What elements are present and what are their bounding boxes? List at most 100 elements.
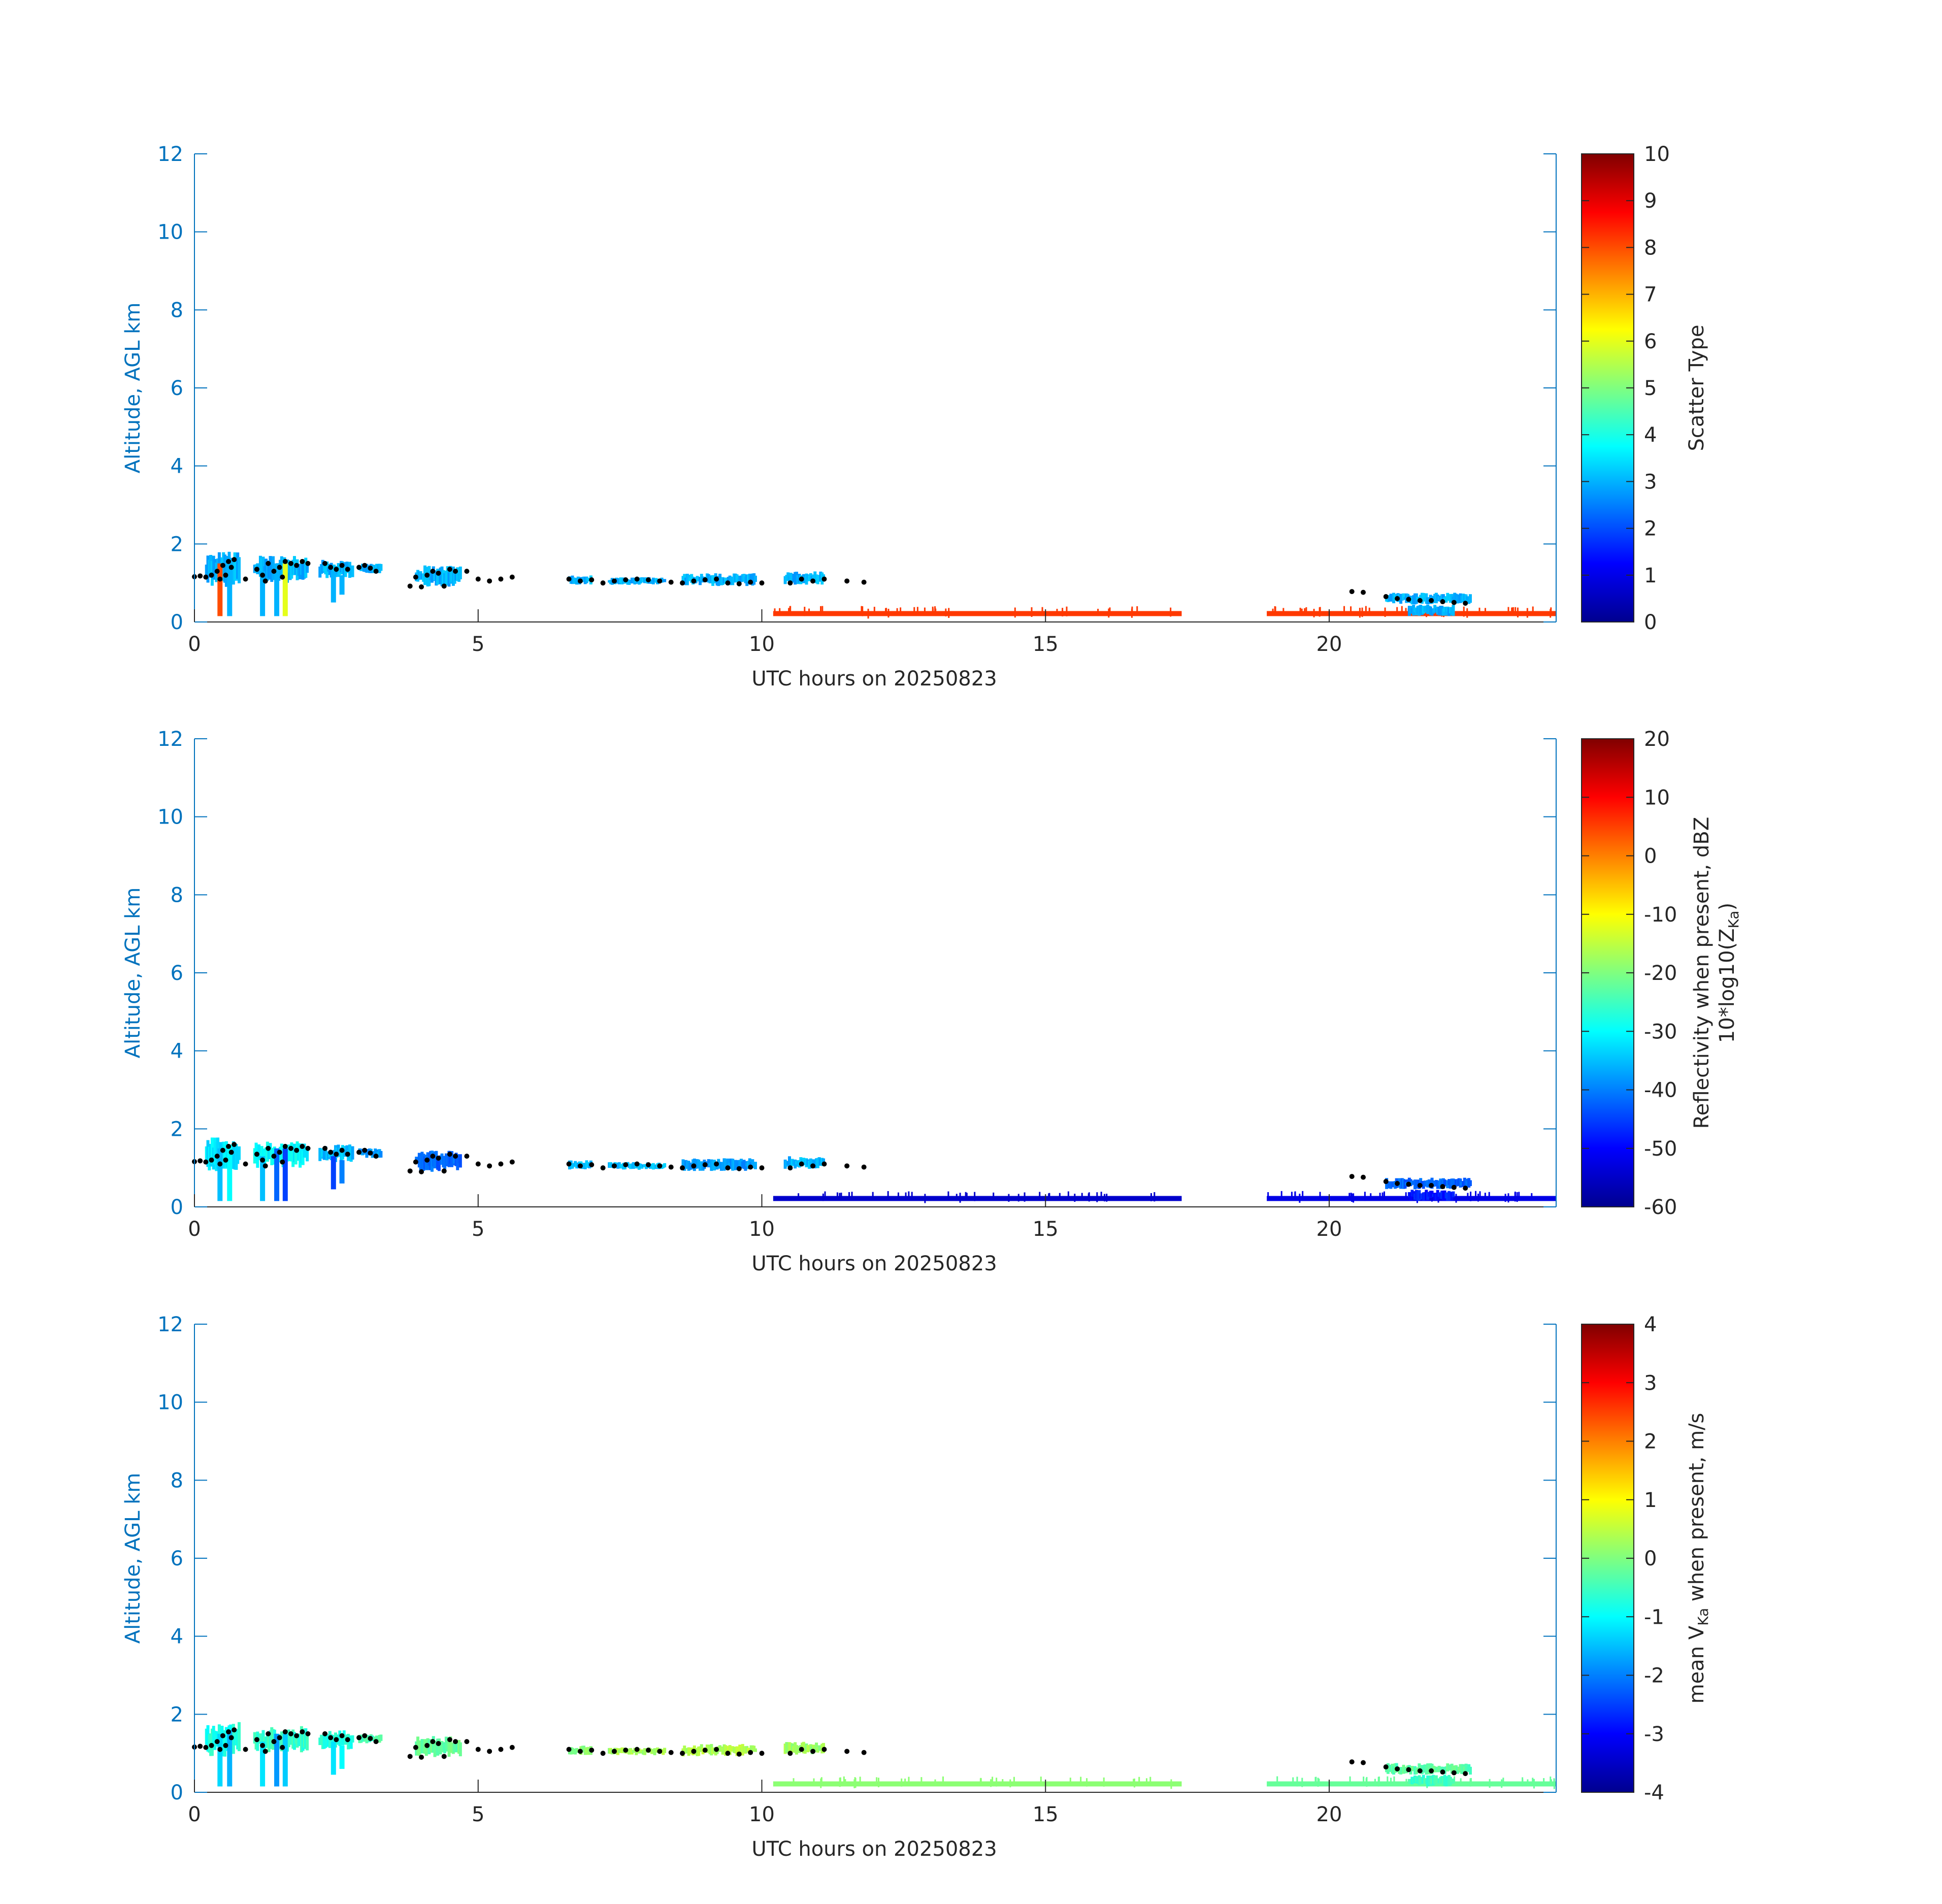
surface-echo-speck — [965, 1192, 967, 1199]
cloud-base-marker — [260, 1157, 266, 1163]
cloud-base-marker — [339, 1733, 345, 1738]
surface-echo-speck — [904, 1778, 906, 1786]
y-tick-label: 2 — [171, 1703, 183, 1726]
cloud-base-marker — [844, 578, 850, 584]
cloud-base-marker — [1406, 597, 1411, 602]
cloud-base-marker — [680, 580, 685, 586]
colorbar-tick-label: 3 — [1644, 470, 1657, 494]
cloud-echo — [1452, 605, 1455, 616]
surface-echo-speck — [822, 1193, 824, 1201]
colorbar-label-rest: when present, m/s — [1685, 1413, 1708, 1608]
surface-echo-speck — [908, 1191, 910, 1199]
cloud-base-marker — [657, 1163, 663, 1169]
y-tick-label: 6 — [171, 962, 183, 985]
cloud-base-marker — [611, 1163, 617, 1169]
x-tick-label: 20 — [1316, 1218, 1342, 1241]
cloud-echo — [306, 562, 309, 573]
cloud-base-marker — [362, 1147, 368, 1153]
cloud-base-marker — [217, 1161, 223, 1167]
cloud-base-marker — [198, 1158, 203, 1164]
colorbar-label-formula-text: 10*log10(Z — [1716, 928, 1739, 1043]
surface-echo-speck — [789, 606, 791, 613]
surface-echo-speck — [1272, 608, 1274, 615]
precip-column — [282, 1733, 288, 1787]
cloud-base-marker — [220, 563, 225, 568]
cloud-base-marker — [464, 569, 470, 574]
colorbar-tick-label: 1 — [1644, 564, 1657, 587]
surface-echo-speck — [1170, 607, 1172, 617]
surface-echo-speck — [924, 607, 926, 616]
surface-echo-speck — [1059, 1193, 1061, 1199]
cloud-base-marker — [214, 569, 220, 574]
cloud-base-marker — [262, 578, 268, 584]
cloud-base-marker — [356, 565, 362, 570]
cloud-echo — [1443, 1766, 1446, 1775]
plot-area — [192, 1722, 1556, 1789]
cloud-base-marker — [223, 1743, 228, 1748]
y-tick-label: 12 — [157, 143, 183, 166]
cloud-base-marker — [280, 1745, 285, 1750]
colorbar: -60 -50 -40 -30 -20 -10 0 10 20 — [1581, 728, 1677, 1219]
surface-echo-speck — [1478, 607, 1480, 615]
cloud-base-marker — [436, 1741, 441, 1746]
x-tick-label: 5 — [472, 1803, 484, 1826]
surface-echo-speck — [1009, 1779, 1011, 1788]
cloud-echo — [663, 1748, 667, 1753]
cloud-base-marker — [1451, 1770, 1457, 1776]
axes: 0 2 4 6 8 10 12 0 5 10 15 20 — [157, 728, 1557, 1241]
cloud-base-marker — [475, 576, 481, 582]
surface-echo-speck — [1512, 607, 1514, 615]
cloud-base-marker — [702, 1748, 708, 1753]
cloud-echo — [287, 560, 290, 573]
surface-echo-speck — [1313, 609, 1315, 617]
x-tick-label: 15 — [1033, 1803, 1059, 1826]
cloud-base-marker — [691, 578, 697, 584]
cloud-base-marker — [419, 1754, 424, 1760]
cloud-base-marker — [668, 579, 674, 585]
cloud-echo — [351, 1735, 354, 1743]
colorbar-label-line: Reflectivity when present, dBZ — [1690, 817, 1714, 1129]
cloud-base-marker — [821, 1161, 827, 1167]
surface-echo-speck — [1109, 607, 1111, 615]
surface-echo-speck — [1489, 1779, 1491, 1788]
surface-echo-speck — [798, 1193, 800, 1199]
precip-column — [274, 563, 280, 616]
cloud-base-marker — [328, 1735, 334, 1741]
y-tick-label: 0 — [171, 1781, 183, 1804]
y-tick-label: 8 — [171, 1469, 183, 1492]
cloud-base-marker — [288, 561, 293, 566]
surface-echo-speck — [1364, 1192, 1366, 1201]
cloud-base-marker — [203, 574, 209, 580]
cloud-base-marker — [322, 561, 328, 566]
cloud-base-marker — [243, 576, 248, 582]
cloud-echo — [1468, 1180, 1472, 1187]
cloud-echo — [349, 1737, 353, 1749]
cloud-base-marker — [228, 1735, 234, 1741]
cloud-base-marker — [1383, 1764, 1389, 1770]
surface-echo-speck — [1350, 606, 1352, 615]
cloud-base-marker — [611, 1749, 617, 1754]
cloud-base-marker — [430, 569, 436, 574]
colorbar-label-subscript: Ka — [1695, 1608, 1711, 1626]
colorbar-tick-label: 1 — [1644, 1489, 1657, 1512]
cloud-base-marker — [277, 1735, 282, 1741]
surface-echo-speck — [813, 1778, 815, 1784]
cloud-base-marker — [714, 576, 719, 582]
surface-echo-speck — [820, 1777, 822, 1783]
surface-echo-speck — [779, 608, 781, 614]
cloud-base-marker — [243, 1747, 248, 1752]
cloud-base-marker — [300, 1143, 305, 1149]
surface-echo-speck — [1507, 1193, 1509, 1203]
cloud-base-marker — [657, 578, 663, 584]
surface-echo-speck — [1522, 1779, 1524, 1785]
precip-column — [331, 1156, 336, 1190]
cloud-base-marker — [243, 1161, 248, 1167]
cloud-echo — [379, 564, 383, 571]
cloud-echo — [379, 1734, 383, 1741]
surface-echo-speck — [1103, 1777, 1105, 1787]
cloud-base-marker — [220, 1733, 225, 1738]
cloud-base-marker — [214, 1739, 220, 1745]
surface-echo-speck — [1518, 1192, 1520, 1201]
colorbar-tick-label: 4 — [1644, 423, 1657, 447]
